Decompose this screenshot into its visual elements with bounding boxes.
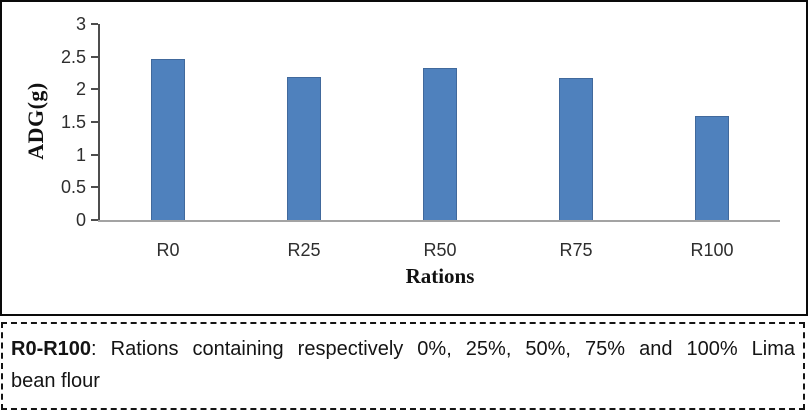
x-tick-label: R0: [156, 240, 180, 260]
x-tick-label: R25: [287, 240, 321, 260]
x-axis-title: Rations: [405, 264, 475, 288]
y-axis-line: [98, 24, 100, 222]
bar-r0: [151, 59, 185, 220]
y-tick-mark: [91, 219, 98, 221]
caption-line-2: bean flour: [11, 370, 100, 392]
y-tick-label: 2.5: [60, 47, 86, 67]
caption-line1-text: : Rations containing respectively 0%, 25…: [91, 338, 795, 360]
bar-r50: [423, 68, 457, 220]
bar-r75: [559, 78, 593, 220]
x-axis-line: [98, 220, 780, 222]
y-tick-mark: [91, 186, 98, 188]
x-tick-label: R75: [559, 240, 593, 260]
y-tick-label: 2: [75, 79, 86, 99]
y-tick-mark: [91, 121, 98, 123]
y-tick-label: 3: [75, 14, 86, 34]
y-tick-mark: [91, 154, 98, 156]
x-tick-label: R100: [690, 240, 734, 260]
bar-r100: [695, 116, 729, 220]
y-tick-mark: [91, 23, 98, 25]
caption-term: R0-R100: [11, 338, 92, 360]
chart-panel: 0 0.5 1 1.5 2 2.5 3 R0 R25 R50 R75 R100 ADG(g) Rati…: [0, 0, 808, 316]
y-tick-mark: [91, 88, 98, 90]
caption-line-1: R0-R100: Rations containing respectively…: [11, 333, 795, 365]
y-tick-label: 1: [75, 145, 86, 165]
y-tick-label: 1.5: [60, 112, 86, 132]
bar-r25: [287, 77, 321, 220]
y-tick-mark: [91, 56, 98, 58]
plot-area: 0 0.5 1 1.5 2 2.5 3 R0 R25 R50 R75 R100: [2, 2, 806, 314]
y-tick-label: 0.5: [60, 177, 86, 197]
y-axis-title: ADG(g): [23, 82, 48, 160]
figure-caption-box: R0-R100: Rations containing respectively…: [1, 322, 805, 410]
y-tick-label: 0: [75, 210, 86, 230]
x-tick-label: R50: [423, 240, 457, 260]
